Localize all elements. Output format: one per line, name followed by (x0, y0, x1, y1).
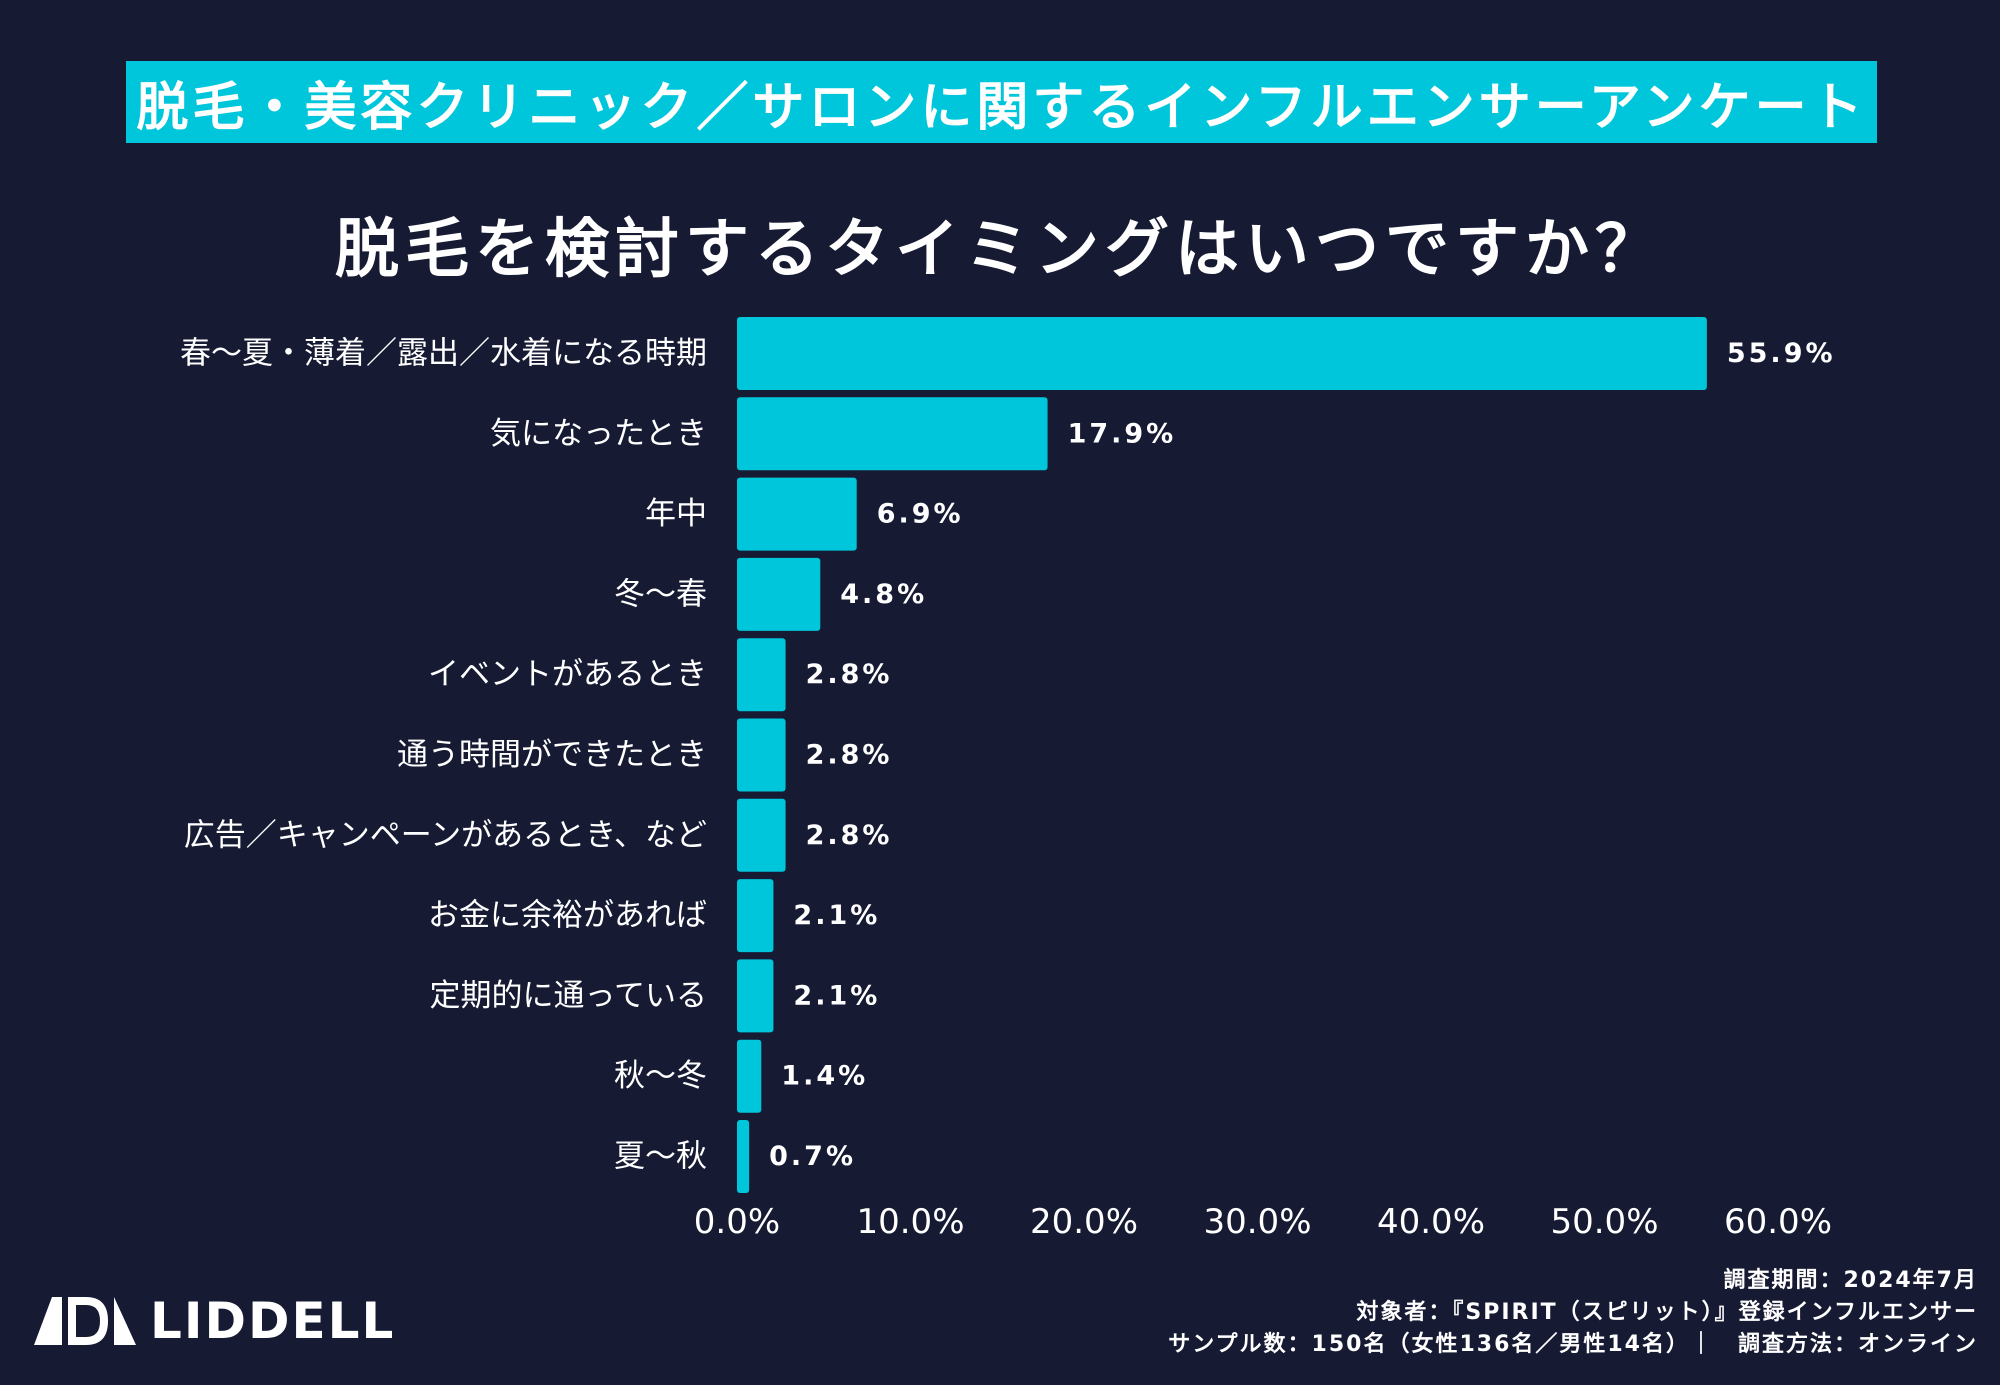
x-tick-label: 40.0% (1377, 1202, 1485, 1242)
category-label: 夏〜秋 (614, 1139, 707, 1175)
data-label: 2.8% (806, 820, 893, 851)
chart-title: 脱毛を検討するタイミングはいつですか？ (335, 213, 1665, 287)
liddell-logo-mark-icon (34, 1297, 136, 1345)
data-label: 2.1% (793, 900, 880, 931)
bar (737, 798, 786, 872)
x-tick-label: 10.0% (856, 1202, 964, 1242)
x-tick-label: 0.0% (694, 1202, 780, 1242)
bar (737, 1039, 762, 1113)
bar (737, 718, 786, 792)
x-tick-label: 60.0% (1724, 1202, 1832, 1242)
category-label: 気になったとき (490, 416, 707, 452)
bar (737, 477, 857, 551)
liddell-logo: LIDDELL (34, 1292, 395, 1350)
brand-name: LIDDELL (150, 1292, 396, 1350)
data-label: 2.1% (793, 980, 880, 1011)
data-label: 6.9% (877, 499, 964, 530)
bar (737, 397, 1048, 471)
survey-target: 対象者：『SPIRIT（スピリット）』登録インフルエンサー (1356, 1300, 1978, 1325)
category-label: イベントがあるとき (428, 657, 707, 693)
bar (737, 959, 774, 1033)
category-label: 春〜夏・薄着／露出／水着になる時期 (180, 336, 707, 372)
bar (737, 557, 821, 631)
survey-banner: 脱毛・美容クリニック／サロンに関するインフルエンサーアンケート (126, 61, 1877, 143)
x-tick-label: 30.0% (1203, 1202, 1311, 1242)
bar (737, 1120, 750, 1193)
data-label: 2.8% (806, 659, 893, 690)
category-label: お金に余裕があれば (428, 898, 707, 934)
x-tick-label: 20.0% (1030, 1202, 1138, 1242)
survey-sample: サンプル数：150名（女性136名／男性14名）｜ 調査方法：オンライン (1168, 1332, 1978, 1357)
category-label: 年中 (645, 496, 707, 532)
survey-notes: 調査期間：2024年7月 対象者：『SPIRIT（スピリット）』登録インフルエン… (1168, 1265, 1978, 1361)
category-label: 広告／キャンペーンがあるとき、など (184, 817, 707, 853)
data-label: 2.8% (806, 740, 893, 771)
bar (737, 638, 786, 712)
data-label: 1.4% (781, 1061, 868, 1092)
bar (737, 317, 1707, 390)
x-tick-label: 50.0% (1550, 1202, 1658, 1242)
survey-period: 調査期間：2024年7月 (1723, 1268, 1978, 1293)
bar (737, 879, 774, 953)
data-label: 4.8% (840, 579, 927, 610)
banner-title: 脱毛・美容クリニック／サロンに関するインフルエンサーアンケート (136, 77, 1867, 138)
category-label: 冬〜春 (614, 576, 707, 612)
data-label: 0.7% (769, 1141, 856, 1172)
data-label: 55.9% (1727, 338, 1836, 369)
category-label: 秋〜冬 (614, 1058, 707, 1094)
category-label: 定期的に通っている (430, 978, 707, 1014)
data-label: 17.9% (1068, 418, 1177, 449)
category-label: 通う時間ができたとき (397, 737, 707, 773)
